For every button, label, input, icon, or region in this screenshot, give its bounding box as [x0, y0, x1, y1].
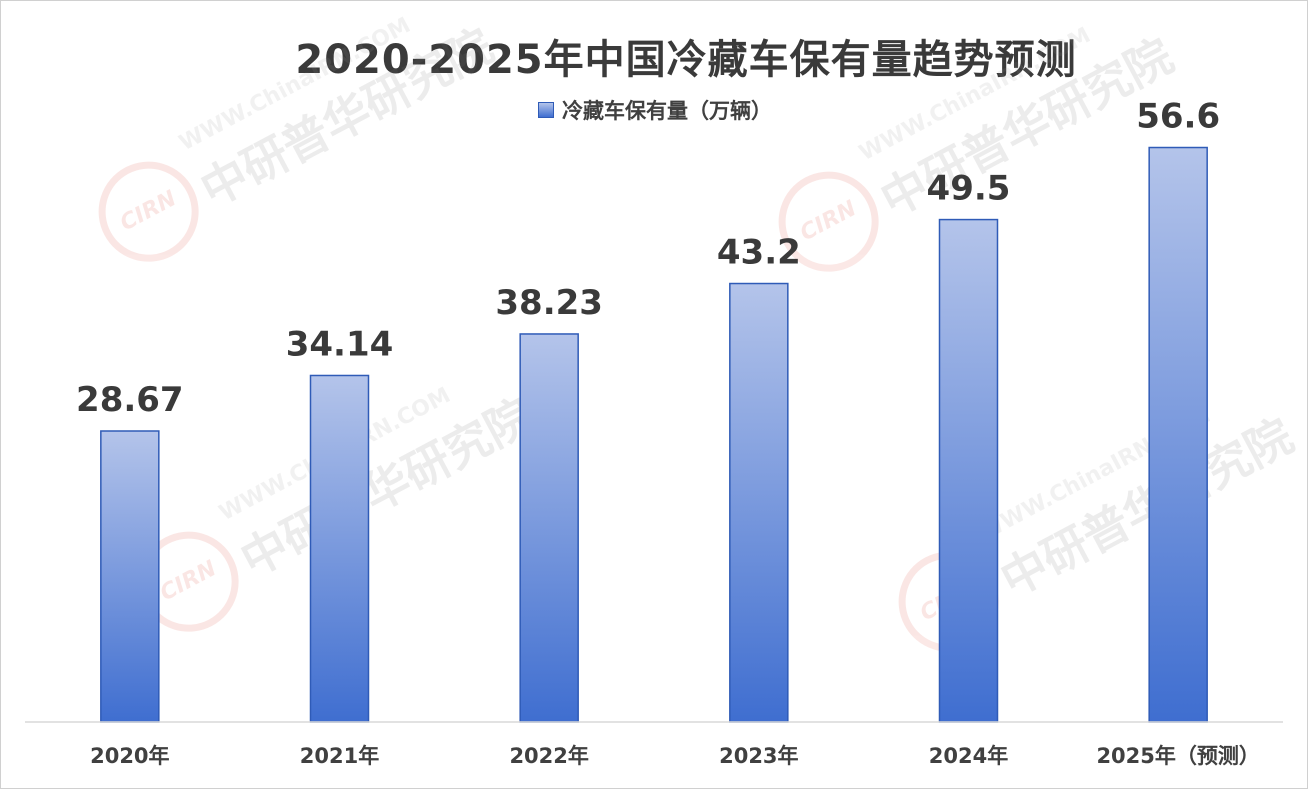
bar-5: [1148, 146, 1208, 723]
bar-3: [729, 282, 789, 723]
x-tick-label-3: 2023年: [719, 744, 798, 768]
data-label-5: 56.6: [1136, 97, 1220, 137]
bar-0: [100, 430, 160, 723]
x-tick-label-0: 2020年: [90, 744, 169, 768]
data-label-0: 28.67: [76, 380, 184, 420]
data-label-1: 34.14: [286, 324, 394, 364]
bar-2: [519, 333, 579, 723]
data-label-4: 49.5: [927, 169, 1011, 209]
chart-title: 2020-2025年中国冷藏车保有量趋势预测: [295, 37, 1077, 83]
legend: 冷藏车保有量（万辆）: [1, 95, 1308, 125]
data-label-3: 43.2: [717, 233, 801, 273]
legend-swatch: [538, 102, 554, 118]
bar-1: [309, 374, 370, 723]
x-tick-label-1: 2021年: [300, 744, 379, 768]
x-tick-label-4: 2024年: [929, 744, 1008, 768]
x-tick-label-5: 2025年（预测）: [1096, 744, 1259, 768]
bar-4: [938, 218, 999, 723]
legend-label: 冷藏车保有量（万辆）: [562, 99, 772, 123]
data-label-2: 38.23: [495, 283, 603, 323]
x-tick-label-2: 2022年: [509, 744, 588, 768]
